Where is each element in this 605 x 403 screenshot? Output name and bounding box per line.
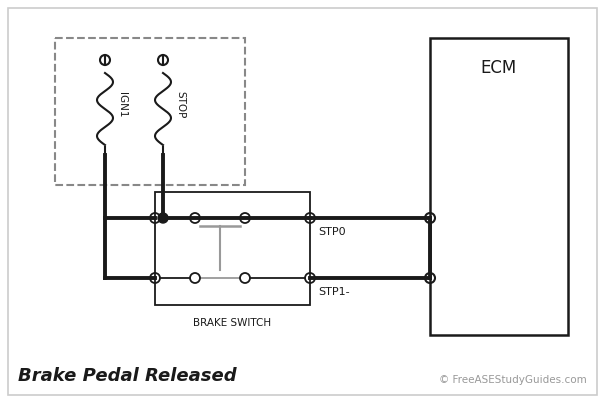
- Bar: [55, 38, 245, 185]
- Text: STP0: STP0: [318, 227, 345, 237]
- Text: ECM: ECM: [481, 59, 517, 77]
- Text: IGN1: IGN1: [117, 92, 127, 118]
- Text: BRAKE SWITCH: BRAKE SWITCH: [194, 318, 272, 328]
- Bar: [430, 38, 568, 335]
- Bar: [155, 192, 310, 305]
- Text: Brake Pedal Released: Brake Pedal Released: [18, 367, 237, 385]
- Text: STP1-: STP1-: [318, 287, 350, 297]
- Text: STOP: STOP: [175, 91, 185, 119]
- Text: © FreeASEStudyGuides.com: © FreeASEStudyGuides.com: [439, 375, 587, 385]
- Circle shape: [158, 213, 168, 223]
